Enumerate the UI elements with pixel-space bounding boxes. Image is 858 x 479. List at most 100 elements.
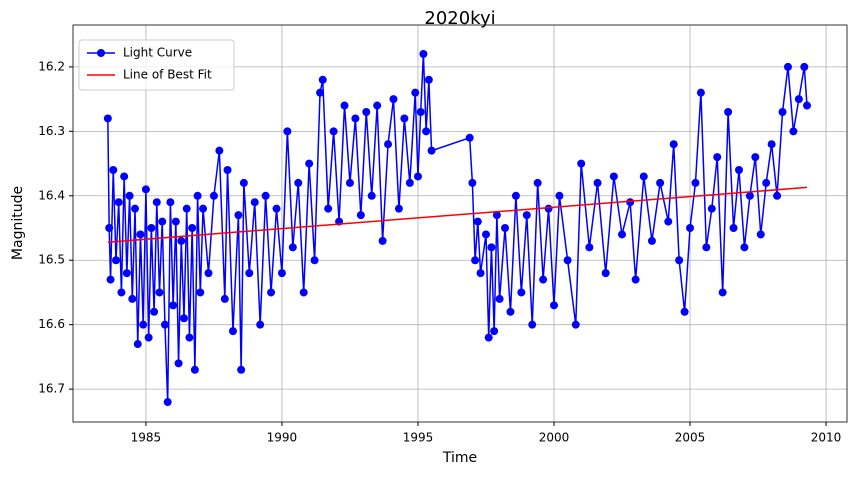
data-point — [209, 191, 218, 200]
x-tick-label: 2000 — [539, 431, 570, 445]
chart-title: 2020kyi — [424, 8, 495, 29]
x-tick-label: 1985 — [131, 431, 162, 445]
data-point — [539, 275, 548, 284]
data-point — [609, 172, 618, 181]
data-point — [171, 217, 180, 226]
data-point — [190, 365, 199, 374]
data-point — [299, 288, 308, 297]
data-point — [384, 140, 393, 149]
y-tick-label: 16.7 — [38, 382, 65, 396]
data-point — [394, 204, 403, 213]
data-point — [585, 243, 594, 252]
x-tick-label: 1990 — [267, 431, 298, 445]
data-point — [147, 224, 156, 233]
y-tick-label: 16.6 — [38, 317, 65, 331]
data-point — [188, 224, 197, 233]
data-point — [517, 288, 526, 297]
data-point — [800, 62, 809, 71]
data-point — [740, 243, 749, 252]
data-point — [601, 269, 610, 278]
data-point — [367, 191, 376, 200]
data-point — [577, 159, 586, 168]
data-point — [139, 320, 148, 329]
data-point — [691, 178, 700, 187]
data-point — [182, 204, 191, 213]
data-point — [696, 88, 705, 97]
data-point — [563, 256, 572, 265]
data-point — [501, 224, 510, 233]
data-point — [220, 294, 229, 303]
y-tick-label: 16.2 — [38, 59, 65, 73]
data-point — [356, 211, 365, 220]
x-tick-label: 2010 — [811, 431, 842, 445]
data-point — [427, 146, 436, 155]
data-point — [773, 191, 782, 200]
data-point — [378, 236, 387, 245]
data-point — [120, 172, 129, 181]
data-point — [158, 217, 167, 226]
data-point — [555, 191, 564, 200]
data-point — [639, 172, 648, 181]
data-point — [128, 294, 137, 303]
data-point — [702, 243, 711, 252]
data-point — [169, 301, 178, 310]
data-point — [103, 114, 112, 123]
data-point — [163, 398, 172, 407]
data-point — [481, 230, 490, 239]
data-point — [318, 75, 327, 84]
data-point — [506, 307, 515, 316]
data-point — [155, 288, 164, 297]
data-point — [626, 198, 635, 207]
data-point — [419, 50, 428, 59]
data-point — [345, 178, 354, 187]
data-point — [239, 178, 248, 187]
data-point — [465, 133, 474, 142]
data-point — [105, 224, 114, 233]
data-point — [767, 140, 776, 149]
data-point — [656, 178, 665, 187]
data-point — [413, 172, 422, 181]
series-line — [107, 186, 808, 243]
data-point — [245, 269, 254, 278]
data-point — [256, 320, 265, 329]
data-point — [136, 230, 145, 239]
data-point — [310, 256, 319, 265]
x-tick-label: 2005 — [675, 431, 706, 445]
data-point — [473, 217, 482, 226]
data-point — [193, 191, 202, 200]
data-point — [511, 191, 520, 200]
data-point — [492, 211, 501, 220]
data-point — [305, 159, 314, 168]
data-point — [389, 95, 398, 104]
data-point — [593, 178, 602, 187]
data-point — [544, 204, 553, 213]
data-point — [734, 166, 743, 175]
data-point — [631, 275, 640, 284]
data-point — [228, 327, 237, 336]
data-point — [471, 256, 480, 265]
data-point — [422, 127, 431, 136]
data-point — [267, 288, 276, 297]
data-point — [144, 333, 153, 342]
data-point — [789, 127, 798, 136]
y-axis-label: Magnitude — [10, 186, 26, 260]
data-point — [152, 198, 161, 207]
data-point — [751, 153, 760, 162]
data-point — [571, 320, 580, 329]
data-point — [196, 288, 205, 297]
data-point — [237, 365, 246, 374]
legend-label: Light Curve — [123, 46, 192, 60]
data-point — [261, 191, 270, 200]
data-point — [179, 314, 188, 323]
data-point — [114, 198, 123, 207]
data-point — [199, 204, 208, 213]
data-point — [468, 178, 477, 187]
data-point — [647, 236, 656, 245]
legend-label: Line of Best Fit — [123, 68, 212, 82]
data-point — [166, 198, 175, 207]
data-point — [174, 359, 183, 368]
data-point — [707, 204, 716, 213]
data-point — [680, 307, 689, 316]
plot-frame — [72, 24, 848, 423]
